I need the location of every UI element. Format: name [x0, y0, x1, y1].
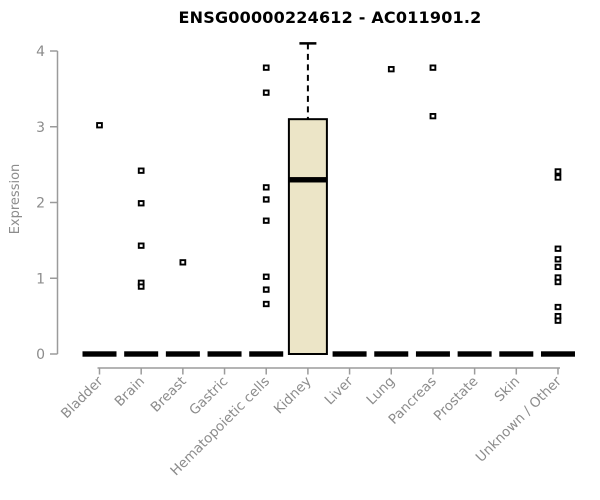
zero-median-bar	[124, 351, 159, 357]
y-tick-label: 0	[36, 347, 45, 363]
zero-median-bar	[165, 351, 200, 357]
outlier-marker	[262, 286, 270, 293]
zero-median-bar	[207, 351, 242, 357]
outlier-marker	[262, 89, 270, 96]
outlier-marker	[262, 300, 270, 308]
zero-median-bar	[457, 351, 492, 357]
zero-median-bar	[540, 351, 575, 357]
zero-median-bar	[82, 351, 117, 357]
zero-median-bar	[415, 351, 450, 357]
outlier-marker	[429, 64, 437, 71]
outlier-marker	[262, 196, 270, 203]
zero-median-bar	[332, 351, 367, 357]
outlier-marker	[137, 283, 145, 290]
outlier-marker	[554, 245, 562, 252]
outlier-marker	[554, 168, 562, 175]
x-tick-label: Brain	[112, 374, 148, 410]
outlier-marker	[262, 64, 270, 71]
median-line	[288, 177, 327, 183]
x-tick-label: Breast	[148, 374, 190, 416]
box	[287, 118, 328, 355]
zero-median-bar	[249, 351, 284, 357]
outlier-marker	[137, 167, 145, 174]
zero-median-bar	[374, 351, 409, 357]
x-tick-label: Kidney	[271, 374, 315, 418]
y-tick-label: 4	[36, 44, 45, 60]
x-tick-label: Skin	[492, 374, 524, 406]
outlier-marker	[262, 273, 270, 280]
outlier-marker	[554, 174, 562, 181]
y-tick-label: 3	[36, 120, 45, 136]
outlier-marker	[96, 122, 103, 129]
outlier-marker	[137, 242, 145, 249]
outlier-marker	[179, 259, 187, 266]
chart-title: ENSG00000224612 - AC011901.2	[178, 8, 482, 27]
x-tick-label: Bladder	[58, 373, 107, 422]
outlier-marker	[554, 256, 562, 263]
outlier-marker	[137, 200, 145, 207]
outlier-marker	[554, 263, 562, 271]
zero-median-bar	[499, 351, 534, 357]
outlier-marker	[554, 278, 562, 286]
outlier-marker	[554, 303, 562, 311]
x-tick-label: Prostate	[431, 374, 482, 425]
x-tick-label: Liver	[322, 373, 357, 408]
outlier-marker	[262, 184, 270, 191]
x-tick-label: Lung	[363, 374, 398, 409]
outlier-marker	[554, 317, 562, 324]
outlier-marker	[429, 112, 437, 120]
outlier-marker	[387, 66, 395, 73]
y-tick-label: 2	[36, 196, 45, 212]
outlier-marker	[262, 217, 270, 224]
y-tick-label: 1	[36, 271, 45, 287]
